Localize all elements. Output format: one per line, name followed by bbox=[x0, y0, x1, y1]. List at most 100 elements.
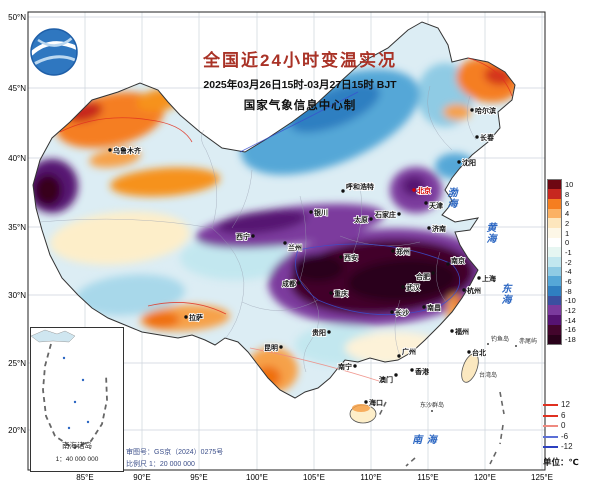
city-dot bbox=[446, 262, 450, 266]
province-border-line bbox=[466, 95, 477, 141]
dash-segment bbox=[499, 424, 504, 445]
colorbar-value: 2 bbox=[565, 218, 570, 228]
dash-segment bbox=[489, 451, 497, 465]
colorbar-value: -18 bbox=[565, 335, 576, 345]
city-label: 天津 bbox=[429, 201, 443, 210]
globe-band bbox=[33, 55, 76, 66]
city-label: 成都 bbox=[282, 279, 296, 288]
city-label: 上海 bbox=[482, 274, 496, 283]
city-dot bbox=[397, 354, 401, 358]
lat-tick-label: 35°N bbox=[8, 223, 26, 232]
city-label: 银川 bbox=[314, 208, 328, 217]
island-dot bbox=[431, 410, 433, 412]
inset-title: 南海诸岛 bbox=[62, 441, 92, 450]
contour-legend-line bbox=[543, 404, 558, 407]
sea-label: 东海 bbox=[502, 283, 514, 306]
colorbar-value: 8 bbox=[565, 189, 570, 199]
province-border-line bbox=[231, 169, 253, 229]
city-label: 杭州 bbox=[467, 286, 481, 295]
city-dot bbox=[251, 234, 255, 238]
city-label: 长沙 bbox=[395, 308, 409, 317]
city-label: 乌鲁木齐 bbox=[113, 146, 142, 155]
contour-legend-item: -12 bbox=[543, 442, 573, 453]
lon-tick-label: 90°E bbox=[133, 473, 150, 482]
colorbar-value: 6 bbox=[565, 199, 570, 209]
taiwan-island bbox=[461, 353, 479, 383]
city-dot bbox=[431, 271, 435, 275]
dash-segment bbox=[499, 391, 505, 415]
city-dot bbox=[467, 350, 471, 354]
city-label: 福州 bbox=[454, 327, 469, 336]
inset-island-dot bbox=[67, 426, 71, 430]
city-label: 贵阳 bbox=[312, 328, 326, 337]
map-approval-number: 审图号：GS京（2024）0275号 bbox=[126, 449, 224, 456]
colorbar-value: 4 bbox=[565, 209, 570, 219]
colorbar-value: -14 bbox=[565, 315, 576, 325]
lat-tick-label: 20°N bbox=[8, 426, 26, 435]
colorbar-value: 1 bbox=[565, 228, 570, 238]
colorbar-value: 0 bbox=[565, 238, 570, 248]
city-label: 海口 bbox=[369, 398, 383, 407]
city-dot bbox=[475, 135, 479, 139]
island-dot bbox=[487, 343, 489, 345]
colorbar-value: -16 bbox=[565, 325, 576, 335]
city-dot bbox=[329, 291, 333, 295]
colorbar-swatch bbox=[547, 334, 562, 346]
colorbar-value: -10 bbox=[565, 296, 576, 306]
city-label: 济南 bbox=[432, 224, 446, 233]
colorbar-value: -2 bbox=[565, 257, 572, 267]
island-label: 赤尾屿 bbox=[519, 337, 537, 345]
dash-segment bbox=[377, 401, 387, 419]
city-dot bbox=[297, 281, 301, 285]
inset-island-dot bbox=[62, 356, 66, 360]
temp-region bbox=[75, 274, 185, 316]
dash-segment bbox=[405, 457, 416, 467]
city-label: 合肥 bbox=[415, 272, 430, 281]
contour-legend-line bbox=[543, 414, 558, 417]
city-dot bbox=[341, 189, 345, 193]
globe-icon bbox=[29, 28, 78, 76]
sea-label: 南 海 bbox=[412, 434, 439, 446]
province-border-line bbox=[435, 251, 447, 303]
temp-region bbox=[34, 174, 62, 206]
city-label: 北京 bbox=[417, 186, 431, 195]
city-dot bbox=[279, 345, 283, 349]
contour-legend-value: 6 bbox=[561, 410, 566, 420]
city-label: 武汉 bbox=[406, 283, 421, 292]
china-border bbox=[32, 21, 516, 399]
temp-region bbox=[50, 211, 190, 265]
inset-scale: 1：40 000 000 bbox=[55, 456, 99, 463]
contour-line bbox=[249, 347, 383, 383]
contour-line bbox=[467, 57, 513, 97]
city-dot bbox=[283, 241, 287, 245]
lon-tick-label: 115°E bbox=[417, 473, 438, 482]
temperature-colorbar: 10 8 6 4 2 1 0 -1 -2 -4 -6 -8 -10 -12 -14 -16 -18 bbox=[547, 179, 576, 346]
contour-legend-value: -6 bbox=[561, 431, 569, 441]
contour-legend-item: -6 bbox=[543, 432, 573, 443]
city-dot bbox=[424, 201, 428, 205]
contour-lines bbox=[59, 57, 513, 383]
temp-region bbox=[289, 83, 381, 133]
city-dot bbox=[410, 368, 414, 372]
city-label: 南京 bbox=[451, 256, 465, 265]
city-label: 太原 bbox=[354, 215, 368, 224]
lon-tick-label: 95°E bbox=[190, 473, 207, 482]
south-china-sea-inset: 南海诸岛 1：40 000 000 bbox=[30, 327, 124, 472]
city-dot bbox=[401, 285, 405, 289]
contour-legend-line bbox=[543, 446, 558, 449]
contour-legend-line bbox=[543, 425, 558, 428]
inset-island-dot bbox=[81, 378, 85, 382]
city-dot bbox=[369, 217, 373, 221]
city-label: 西宁 bbox=[236, 232, 250, 241]
city-label: 香港 bbox=[414, 367, 430, 376]
city-label: 西安 bbox=[344, 253, 358, 262]
city-label: 石家庄 bbox=[374, 210, 396, 219]
island-label: 钓鱼岛 bbox=[491, 335, 509, 343]
lon-tick-label: 85°E bbox=[76, 473, 93, 482]
inset-map bbox=[30, 329, 108, 450]
contour-legend-value: 0 bbox=[561, 421, 566, 431]
city-dot bbox=[450, 329, 454, 333]
lat-tick-label: 30°N bbox=[8, 291, 26, 300]
city-dot bbox=[427, 226, 431, 230]
